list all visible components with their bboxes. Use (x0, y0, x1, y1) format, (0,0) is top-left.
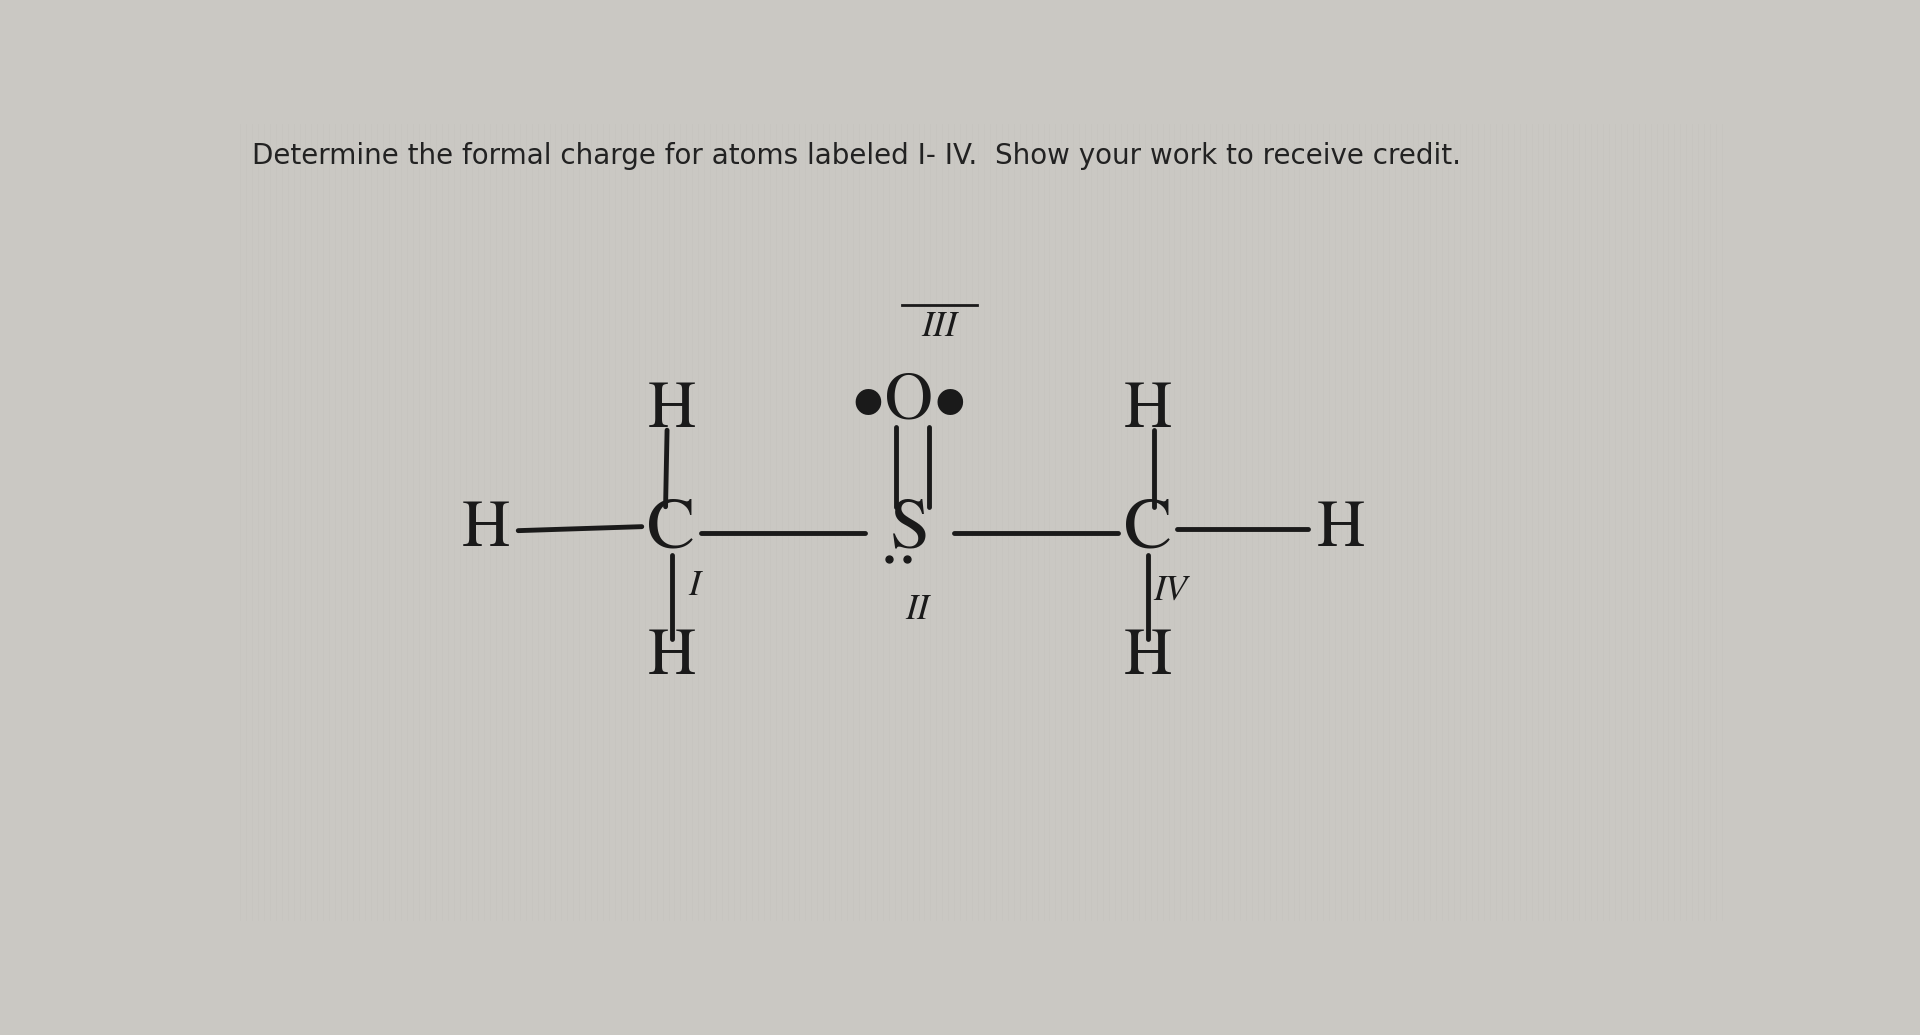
Text: H: H (461, 500, 509, 561)
Text: C: C (1123, 498, 1171, 563)
Text: IV: IV (1152, 574, 1187, 607)
Text: III: III (922, 312, 958, 344)
Text: C: C (647, 498, 695, 563)
Text: II: II (904, 594, 929, 626)
Text: Determine the formal charge for atoms labeled I- IV.  Show your work to receive : Determine the formal charge for atoms la… (252, 142, 1461, 170)
Text: I: I (687, 570, 699, 602)
Text: H: H (1123, 627, 1171, 688)
Text: H: H (1123, 381, 1171, 442)
Text: H: H (1317, 500, 1365, 561)
Text: •O•: •O• (851, 373, 968, 434)
Text: S: S (889, 498, 929, 563)
Text: H: H (647, 381, 695, 442)
Text: H: H (647, 627, 695, 688)
